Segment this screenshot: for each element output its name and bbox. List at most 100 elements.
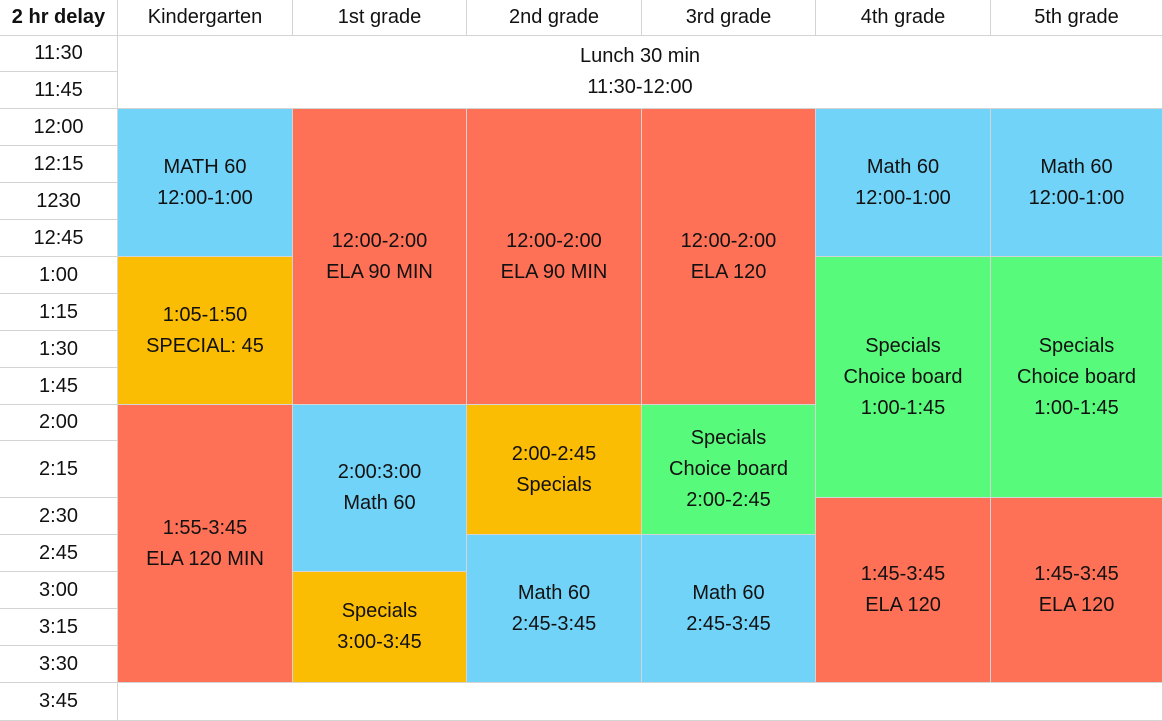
time-cell: 1:30 (0, 331, 118, 368)
block-line: Math 60 (866, 155, 940, 178)
time-label: 3:45 (39, 690, 78, 712)
block-line: ELA 120 MIN (146, 547, 264, 570)
time-label: 2:00 (39, 411, 78, 433)
time-label: 2:15 (39, 457, 78, 480)
time-label: 12:45 (33, 226, 84, 249)
schedule-block: Math 60 2:45-3:45 (642, 535, 816, 683)
schedule-block: Lunch 30 min 11:30-12:00 (118, 36, 1163, 109)
block-line: Math 60 (343, 492, 416, 514)
time-cell: 3:15 (0, 609, 118, 646)
time-cell: 1:15 (0, 294, 118, 331)
block-line: 12:00-2:00 (331, 229, 428, 252)
header-cell: 2nd grade (467, 0, 642, 36)
block-line: 12:00-1:00 (1028, 186, 1125, 209)
schedule-block: 1:55-3:45 ELA 120 MIN (118, 405, 293, 683)
schedule-block: 1:05-1:50 SPECIAL: 45 (118, 257, 293, 405)
schedule-block: Specials 3:00-3:45 (293, 572, 467, 683)
schedule-block: Specials Choice board 1:00-1:45 (991, 257, 1163, 498)
block-line: Choice board (1017, 365, 1136, 388)
time-label: 2:45 (39, 541, 78, 564)
time-cell: 2:45 (0, 535, 118, 572)
block-line: Lunch 30 min (579, 45, 701, 67)
time-label: 1:15 (39, 300, 78, 323)
schedule-block: 1:45-3:45 ELA 120 (991, 498, 1163, 683)
time-cell: 1:00 (0, 257, 118, 294)
schedule-block: 12:00-2:00 ELA 90 MIN (293, 109, 467, 405)
time-cell: 12:45 (0, 220, 118, 257)
header-text: 5th grade (1034, 6, 1119, 28)
time-cell: 2:15 (0, 441, 118, 498)
time-label: 3:30 (39, 652, 78, 675)
block-line: Specials (341, 600, 418, 622)
block-line: Specials (865, 334, 941, 357)
block-line: 1:55-3:45 (162, 516, 248, 539)
header-text: 2nd grade (508, 6, 600, 28)
schedule-block: 1:45-3:45 ELA 120 (816, 498, 991, 683)
header-text: Kindergarten (147, 6, 263, 28)
header-text: 2 hr delay (11, 6, 106, 28)
header-cell: 1st grade (293, 0, 467, 36)
block-line: 2:00:3:00 (337, 461, 422, 483)
block-line: ELA 120 (865, 594, 941, 616)
block-line: Math 60 (692, 581, 765, 604)
block-line: ELA 90 MIN (500, 260, 608, 283)
time-label: 1230 (36, 189, 81, 212)
time-cell: 1230 (0, 183, 118, 220)
header-cell: Kindergarten (118, 0, 293, 36)
time-label: 12:00 (33, 115, 84, 138)
schedule-block: 12:00-2:00 ELA 90 MIN (467, 109, 642, 405)
schedule-block: Specials Choice board 1:00-1:45 (816, 257, 991, 498)
header-text: 1st grade (337, 6, 422, 28)
block-line: 2:00-2:45 (686, 489, 771, 511)
block-line: Choice board (843, 365, 963, 388)
time-cell: 11:45 (0, 72, 118, 109)
schedule-block: 2:00:3:00 Math 60 (293, 405, 467, 572)
block-line: 12:00-1:00 (855, 186, 951, 209)
schedule-block: 2:00-2:45 Specials (467, 405, 642, 535)
block-line: 12:00-2:00 (680, 229, 777, 252)
header-text: 4th grade (860, 6, 946, 28)
header-cell: 3rd grade (642, 0, 816, 36)
header-text: 3rd grade (685, 6, 772, 28)
block-line: 2:45-3:45 (686, 612, 771, 635)
block-line: 3:00-3:45 (337, 631, 422, 653)
schedule-block: Math 60 12:00-1:00 (991, 109, 1163, 257)
schedule-block: Math 60 12:00-1:00 (816, 109, 991, 257)
schedule-block: Math 60 2:45-3:45 (467, 535, 642, 683)
header-cell: 5th grade (991, 0, 1163, 36)
time-cell: 2:00 (0, 405, 118, 441)
time-label: 3:15 (39, 615, 78, 638)
time-label: 2:30 (39, 504, 78, 527)
time-cell: 12:00 (0, 109, 118, 146)
block-line: 2:00-2:45 (511, 442, 597, 465)
block-line: 12:00-2:00 (506, 229, 602, 252)
block-line: 1:00-1:45 (860, 396, 946, 419)
block-line: MATH 60 (163, 155, 247, 178)
schedule-block: MATH 60 12:00-1:00 (118, 109, 293, 257)
block-line: Specials (690, 427, 767, 449)
empty-row (118, 683, 1163, 721)
block-line: Specials (1038, 334, 1115, 357)
time-cell: 12:15 (0, 146, 118, 183)
schedule-block: Specials Choice board 2:00-2:45 (642, 405, 816, 535)
time-label: 11:45 (34, 78, 83, 101)
time-label: 1:30 (39, 337, 78, 360)
block-line: 2:45-3:45 (511, 612, 597, 635)
block-line: 11:30-12:00 (587, 76, 693, 98)
block-line: 1:05-1:50 (162, 303, 248, 326)
header-cell: 4th grade (816, 0, 991, 36)
time-label: 11:30 (34, 42, 83, 64)
time-label: 3:00 (39, 578, 78, 601)
time-cell: 11:30 (0, 36, 118, 72)
schedule-block: 12:00-2:00 ELA 120 (642, 109, 816, 405)
time-cell: 3:00 (0, 572, 118, 609)
block-line: Math 60 (517, 581, 591, 604)
time-cell: 3:45 (0, 683, 118, 721)
time-cell: 2:30 (0, 498, 118, 535)
block-line: 1:45-3:45 (860, 563, 946, 585)
block-line: 12:00-1:00 (157, 186, 253, 209)
block-line: ELA 120 (1038, 594, 1115, 616)
block-line: Choice board (669, 458, 788, 480)
block-line: Specials (516, 473, 592, 496)
